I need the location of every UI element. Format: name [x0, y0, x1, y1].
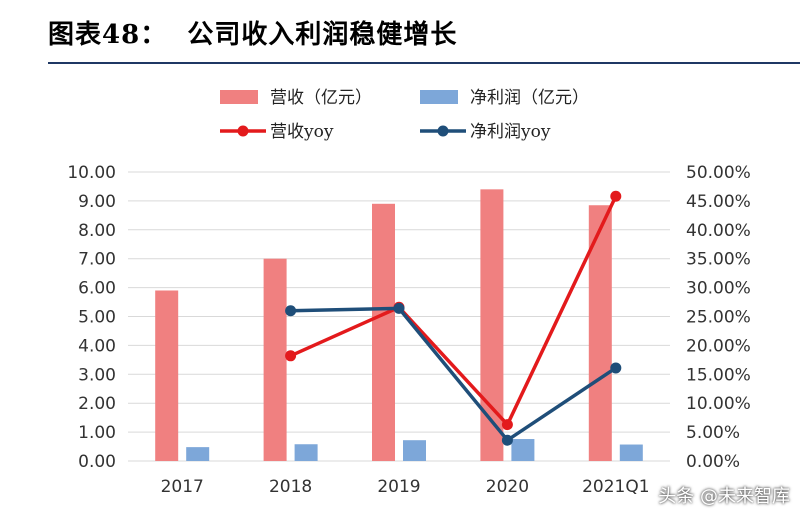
line-revenue-yoy [289, 195, 618, 427]
right-axis-tick-label: 10.00% [686, 394, 751, 414]
legend-label: 营收yoy [270, 122, 334, 142]
left-axis-tick-label: 5.00 [78, 308, 116, 328]
left-axis-tick-label: 7.00 [78, 250, 116, 270]
bar-net-profit [186, 447, 210, 461]
left-axis-tick-label: 6.00 [78, 279, 116, 299]
legend-swatch [220, 90, 258, 104]
left-axis-tick-label: 9.00 [78, 192, 116, 212]
bar-net-profit [294, 444, 318, 461]
x-axis-tick-label: 2021Q1 [582, 477, 649, 497]
point-net-profit-yoy [610, 362, 622, 374]
title-text: 公司收入利润稳健增长 [187, 20, 458, 50]
left-axis-tick-label: 3.00 [78, 365, 116, 385]
point-net-profit-yoy [501, 434, 513, 446]
right-axis-tick-label: 30.00% [686, 279, 751, 299]
right-axis-tick-label: 5.00% [686, 423, 740, 443]
right-axis-tick-label: 20.00% [686, 336, 751, 356]
right-axis-tick-label: 50.00% [686, 163, 751, 183]
left-axis-tick-label: 1.00 [78, 423, 116, 443]
bar-revenue [155, 290, 179, 461]
left-axis-tick-label: 10.00 [67, 163, 116, 183]
point-net-profit-yoy [393, 302, 405, 314]
right-axis-tick-label: 40.00% [686, 221, 751, 241]
legend-label: 营收（亿元） [270, 88, 372, 108]
legend-label: 净利润yoy [470, 122, 551, 142]
point-revenue-yoy [610, 190, 622, 202]
bar-net-profit [619, 444, 643, 461]
watermark: 头条 @未来智库 [658, 486, 790, 507]
bar-net-profit [511, 439, 535, 461]
title-prefix: 图表 [48, 20, 103, 50]
right-axis-tick-label: 45.00% [686, 192, 751, 212]
point-revenue-yoy [285, 350, 297, 362]
x-axis-tick-label: 2020 [486, 477, 529, 497]
bar-revenue [372, 203, 395, 462]
left-axis-tick-label: 2.00 [78, 394, 116, 414]
bar-revenue [588, 205, 612, 461]
chart-title: 图表48： 公司收入利润稳健增长 [48, 14, 457, 51]
right-axis-tick-label: 25.00% [686, 308, 751, 328]
bar-revenue [480, 189, 504, 461]
right-axis-tick-label: 0.00% [686, 452, 740, 472]
right-axis-tick-label: 15.00% [686, 365, 751, 385]
x-axis-tick-label: 2019 [377, 477, 420, 497]
legend-marker [437, 125, 449, 137]
bar-revenue [263, 258, 287, 461]
title-number: 48： [102, 20, 168, 50]
bar-net-profit [403, 440, 426, 461]
legend-marker [237, 125, 249, 137]
x-axis-tick-label: 2018 [269, 477, 312, 497]
point-net-profit-yoy [285, 305, 297, 317]
title-rule [48, 62, 800, 64]
legend-swatch [420, 90, 458, 104]
left-axis-tick-label: 4.00 [78, 336, 116, 356]
point-revenue-yoy [501, 419, 513, 431]
legend-label: 净利润（亿元） [470, 88, 589, 108]
x-axis-tick-label: 2017 [161, 477, 204, 497]
right-axis-tick-label: 35.00% [686, 250, 751, 270]
left-axis-tick-label: 8.00 [78, 221, 116, 241]
left-axis-tick-label: 0.00 [78, 452, 116, 472]
line-net-profit-yoy [290, 306, 617, 442]
